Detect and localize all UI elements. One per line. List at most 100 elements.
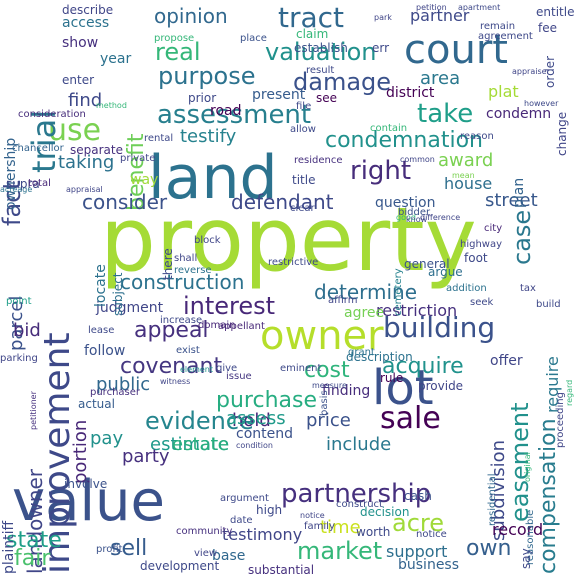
word-base: base — [212, 548, 246, 564]
word-regard: regard — [565, 379, 574, 406]
word-notice: notice — [416, 529, 447, 540]
word-issue: issue — [226, 371, 252, 382]
word-family: family — [304, 521, 335, 532]
word-court: court — [404, 27, 508, 73]
word-market: market — [297, 537, 383, 565]
word-area: area — [420, 68, 461, 89]
word-witness: witness — [160, 377, 191, 386]
word-grant: grant — [348, 347, 375, 358]
word-support: support — [386, 542, 448, 561]
word-partner: partner — [410, 6, 470, 25]
word-tax: tax — [520, 283, 536, 294]
word-plan: plan — [511, 177, 527, 208]
word-total: total — [28, 178, 51, 189]
word-chancellor: chancellor — [12, 143, 64, 154]
word-pay: pay — [90, 428, 124, 449]
word-actual: actual — [78, 397, 115, 411]
word-result: result — [306, 65, 335, 76]
word-lot: lot — [372, 360, 434, 416]
word-argument: argument — [220, 493, 269, 504]
word-assessment: assessment — [157, 100, 312, 130]
word-allow: allow — [290, 124, 316, 135]
word-build: build — [536, 299, 561, 310]
word-estimate: estimate — [150, 434, 230, 455]
word-condemn: condemn — [486, 106, 552, 122]
word-case: case — [508, 209, 536, 265]
word-condemnation: condemnation — [325, 128, 483, 153]
word-land: land — [148, 143, 278, 213]
word-restriction: restriction — [376, 301, 458, 320]
word-exist: exist — [176, 345, 200, 356]
word-subject: subject — [111, 272, 125, 317]
word-time: time — [320, 517, 361, 538]
word-substantial: substantial — [248, 563, 315, 576]
word-consideration: consideration — [18, 109, 86, 120]
word-covenant: covenant — [120, 354, 223, 379]
word-determine: determine — [314, 280, 418, 304]
word-method: method — [96, 101, 127, 110]
word-notice: notice — [300, 511, 325, 520]
word-provide: provide — [418, 379, 464, 393]
word-finding: finding — [322, 383, 371, 399]
word-district: district — [386, 85, 435, 101]
word-restrictive: restrictive — [268, 257, 319, 268]
word-parking: parking — [0, 353, 38, 364]
word-residential: residential — [487, 473, 498, 526]
word-agreement: agreement — [478, 31, 533, 42]
word-opinion: opinion — [154, 4, 228, 28]
word-access: access — [62, 15, 110, 31]
word-know: know — [406, 215, 428, 224]
word-sale: sale — [380, 401, 441, 436]
word-view: view — [194, 548, 218, 559]
word-common: common — [400, 155, 435, 164]
word-city: city — [484, 223, 503, 234]
word-enter: enter — [62, 73, 95, 87]
word-rental: rental — [144, 133, 174, 144]
word-acreage: acreage — [0, 185, 33, 194]
word-portion: portion — [70, 419, 91, 484]
word-private: private — [120, 153, 156, 164]
word-petition: petition — [416, 3, 447, 12]
word-evidence: evidence — [145, 407, 254, 435]
word-taking: taking — [58, 152, 115, 173]
word-cash: cash — [404, 489, 432, 503]
word-supra: supra — [6, 177, 40, 191]
word-appellant: appellant — [218, 321, 265, 332]
word-assess: assess — [226, 408, 286, 429]
word-plat: plat — [488, 82, 519, 101]
word-construction: construction — [120, 270, 245, 294]
word-cost: cost — [304, 358, 350, 383]
word-foot: foot — [464, 251, 488, 265]
word-plaintiff: plaintiff — [1, 520, 17, 574]
word-interest: interest — [183, 292, 276, 320]
word-place: place — [240, 33, 267, 44]
word-profit: profit — [96, 544, 123, 555]
word-appraiser: appraiser — [512, 67, 550, 76]
word-right: right — [350, 156, 412, 186]
word-date: date — [230, 515, 253, 526]
word-high: high — [256, 503, 283, 517]
word-domain: domain — [198, 320, 236, 331]
word-addition: addition — [446, 283, 487, 294]
word-bidder: bidder — [398, 207, 431, 218]
word-petitioner: petitioner — [29, 391, 38, 430]
word-take: take — [417, 99, 474, 129]
word-reason: reason — [460, 131, 494, 142]
word-argue: argue — [428, 265, 463, 279]
word-use: use — [48, 113, 102, 148]
word-follow: follow — [84, 343, 126, 359]
word-acquire: acquire — [382, 354, 464, 379]
word-agree: agree — [344, 305, 385, 321]
word-sell: sell — [110, 536, 148, 561]
word-appraisal: appraisal — [66, 185, 103, 194]
word-apartment: apartment — [458, 3, 501, 12]
word-reverse: reverse — [174, 265, 212, 276]
word-park: park — [374, 13, 392, 22]
word-seek: seek — [470, 297, 494, 308]
word-point: point — [6, 296, 32, 307]
word-building: building — [383, 311, 496, 344]
word-road: road — [210, 103, 242, 119]
word-year: year — [100, 51, 132, 67]
word-price: price — [306, 410, 351, 431]
word-house: house — [444, 174, 493, 193]
